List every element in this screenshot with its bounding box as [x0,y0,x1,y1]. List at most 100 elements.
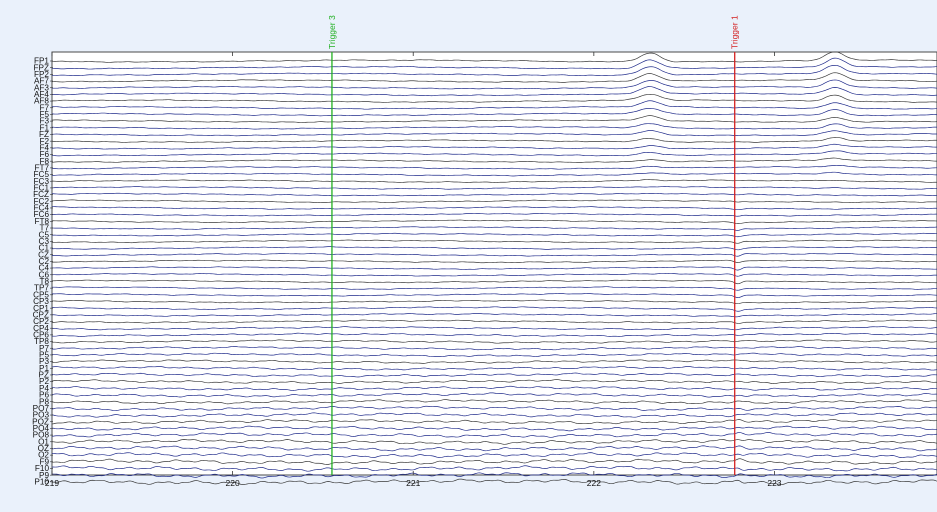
channel-label: CP5 [33,290,49,299]
channel-label: F6 [39,150,49,159]
channel-label: P6 [39,391,49,400]
channel-label: P5 [39,351,49,360]
channel-trace [51,213,937,217]
channel-label: PO4 [33,424,50,433]
channel-trace [51,478,937,485]
channel-label: F10 [35,464,50,473]
channel-label: O2 [38,451,49,460]
channel-label: CP6 [33,330,49,339]
channel-trace [51,72,937,83]
channel-trace [51,266,937,271]
channel-trace [51,286,937,291]
event-label: Trigger 3 [327,15,337,49]
channel-label: AF4 [34,90,49,99]
channel-trace [51,339,937,344]
channel-label: C3 [39,237,50,246]
channel-label: FT7 [34,163,49,172]
channel-label: FP2 [34,70,49,79]
channel-trace [51,79,937,90]
channel-label: AF7 [34,77,49,86]
channel-label: T8 [39,277,49,286]
channel-trace [51,179,937,183]
x-tick-label: 221 [406,478,420,488]
channel-label: CPZ [33,310,49,319]
channel-trace [51,186,937,190]
channel-label: F8 [39,157,49,166]
channel-label: CP3 [33,297,49,306]
channel-label: POZ [32,417,49,426]
channel-label: TP7 [34,284,49,293]
channel-trace [51,412,937,418]
channel-label: PO8 [33,431,50,440]
plot-area [51,51,937,476]
channel-trace [51,232,937,238]
channel-label: F9 [39,457,49,466]
channel-trace [51,425,937,432]
channel-trace [51,51,937,63]
channel-label: CP4 [33,324,49,333]
channel-trace [51,157,937,164]
channel-label: O1 [38,437,49,446]
channel-label: PZ [39,371,49,380]
channel-trace [51,192,937,197]
channel-trace [51,246,937,251]
channel-trace [51,100,937,110]
channel-label: FC2 [34,197,50,206]
event-label: Trigger 1 [730,15,740,49]
eeg-traces [51,51,937,485]
channel-trace [51,419,937,425]
channel-label: FC1 [34,184,50,193]
channel-trace [51,239,937,244]
channel-label: C6 [39,270,50,279]
channel-trace [51,171,937,177]
channel-label: FC3 [34,177,50,186]
channel-trace [51,252,937,257]
channel-label: P2 [39,377,49,386]
channel-trace [51,458,937,465]
channel-label: CZ [38,250,49,259]
channel-label: FP1 [34,57,49,66]
channel-trace [51,164,937,170]
channel-label: F3 [39,117,49,126]
x-tick-label: 222 [587,478,601,488]
channel-trace [51,312,937,318]
channel-trace [51,94,937,103]
channel-trace [51,293,937,298]
channel-label: FC6 [34,210,50,219]
channel-trace [52,319,937,324]
channel-label: FC4 [34,204,50,213]
channel-label: P4 [39,384,49,393]
channel-label: P9 [39,471,49,480]
channel-trace [51,57,937,70]
channel-trace [52,279,937,285]
channel-trace [51,259,937,264]
channel-trace [51,372,937,378]
channel-trace [51,392,937,398]
channel-trace [51,130,937,137]
x-axis-ticks: 219 220 221 222 223 [45,52,782,488]
channel-label: C2 [39,257,50,266]
channel-label: T7 [39,224,49,233]
channel-trace [51,143,937,150]
channel-trace [51,346,937,351]
channel-label: CP2 [33,317,49,326]
channel-label: OZ [38,444,49,453]
channel-label: C5 [39,230,50,239]
channel-trace [51,206,937,211]
channel-trace [51,273,937,277]
channel-label: FC5 [34,170,50,179]
channel-label: F4 [39,143,49,152]
channel-label: CP1 [33,304,49,313]
channel-trace [51,385,937,391]
channel-trace [51,465,937,472]
channel-trace [51,108,937,117]
channel-label: AF3 [34,83,49,92]
channel-trace [51,432,937,438]
channel-trace [51,359,937,364]
channel-label: FPZ [34,63,49,72]
channel-label: FZ [39,130,49,139]
channel-label: C4 [39,264,50,273]
channel-trace [51,226,937,231]
